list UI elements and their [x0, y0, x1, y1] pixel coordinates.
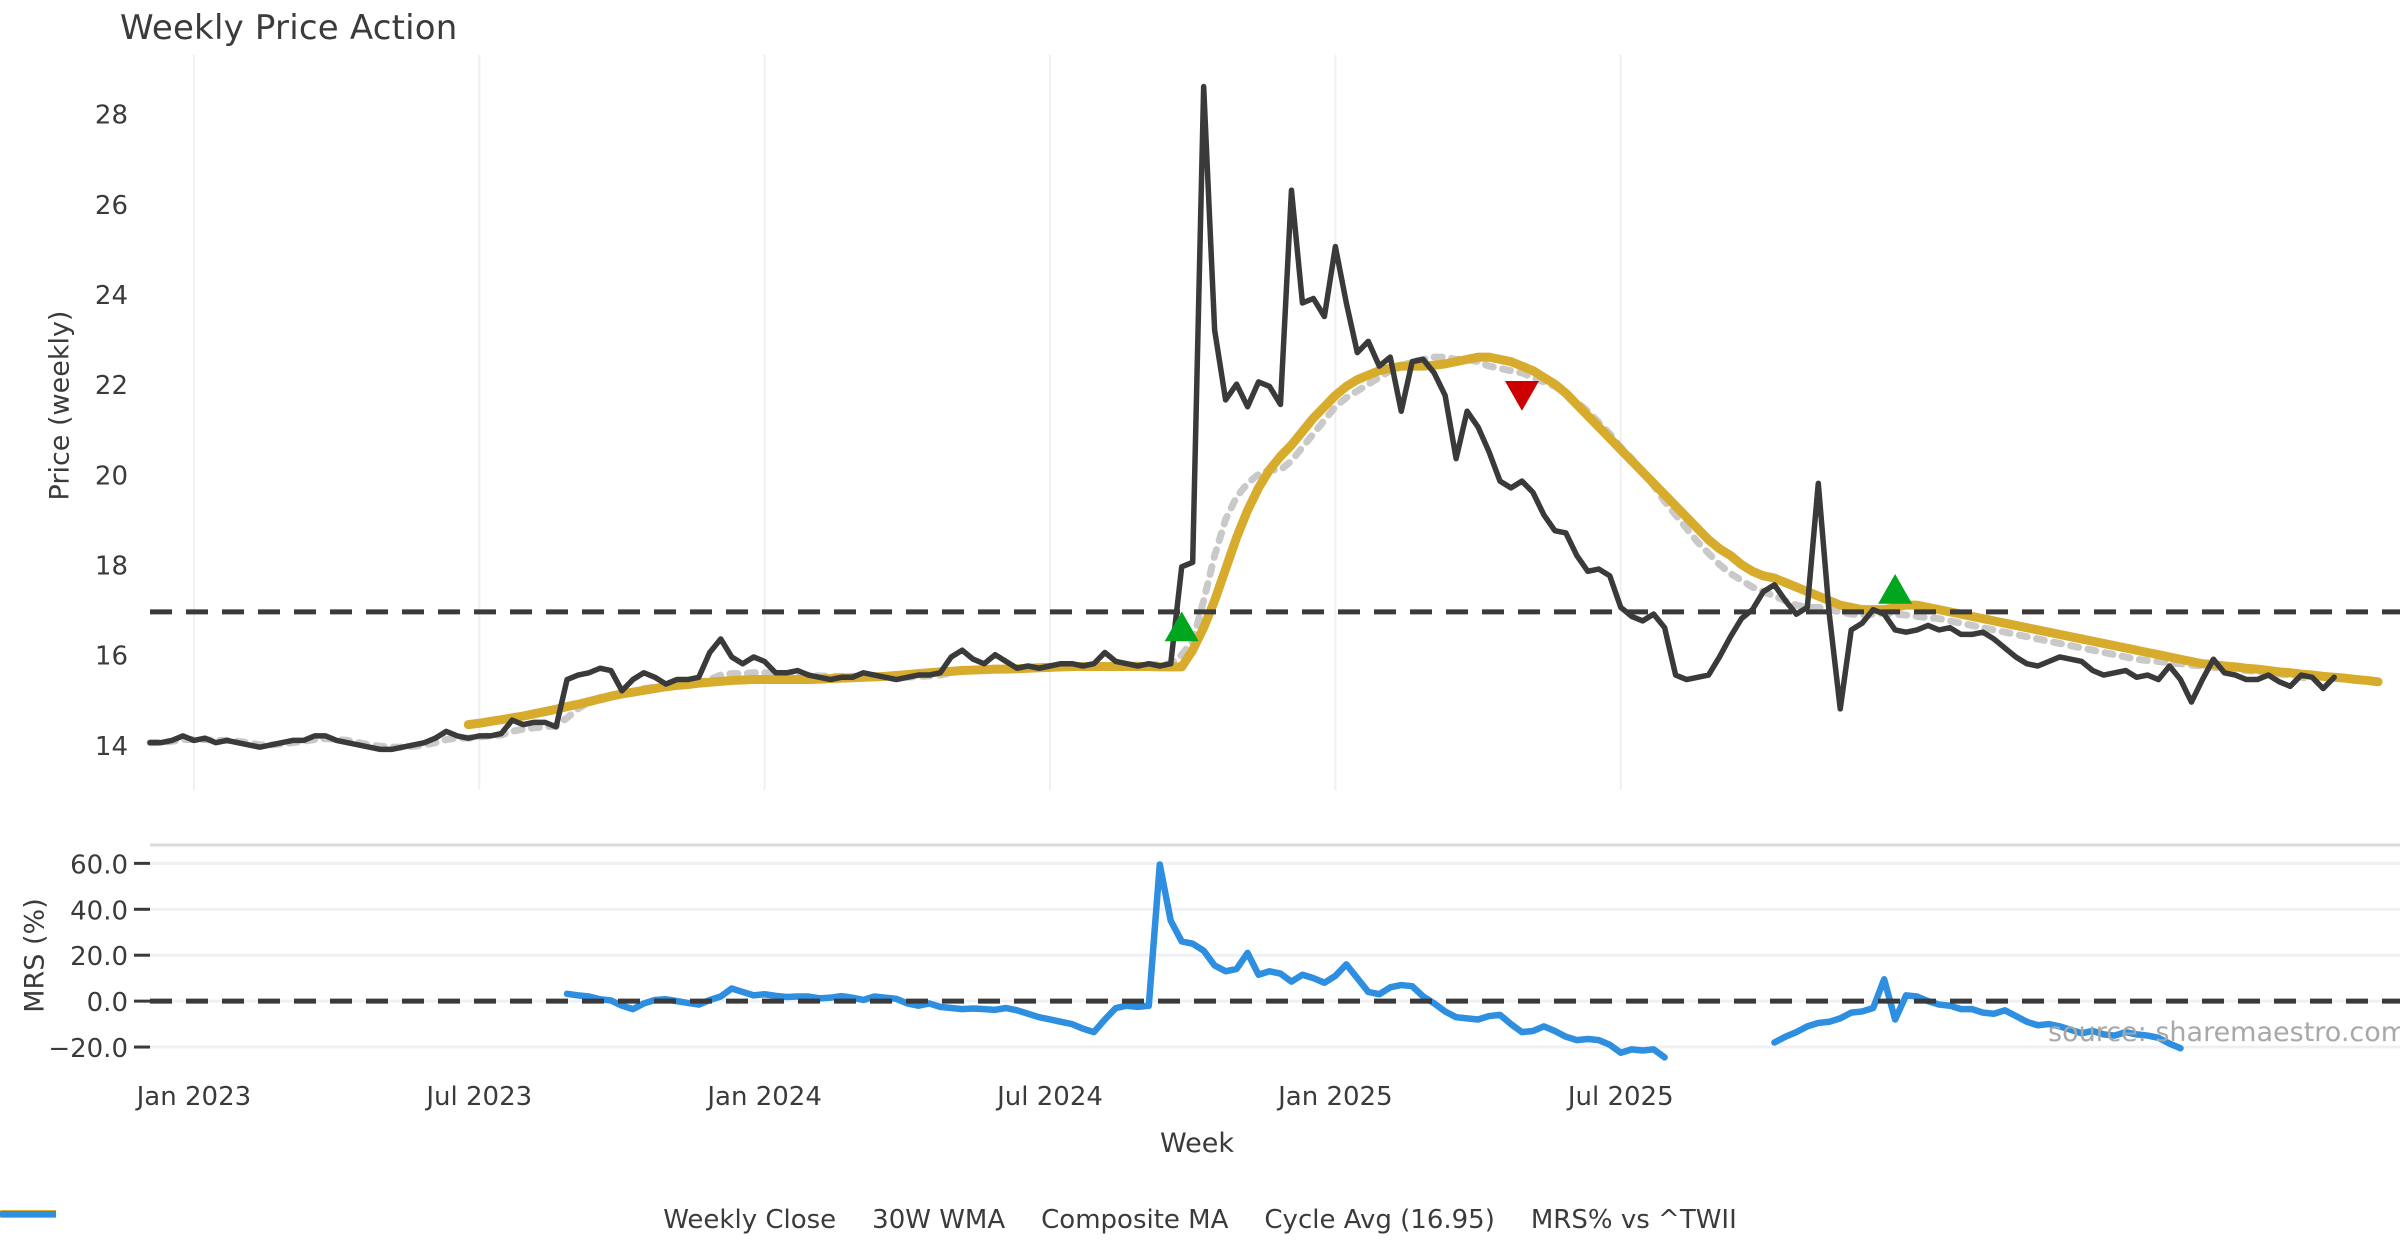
- mrs-ytick-0: −20.0: [48, 1034, 128, 1064]
- price-ytick-6: 26: [95, 191, 128, 221]
- price-ytick-5: 24: [95, 281, 128, 311]
- source-watermark: source: sharemaestro.com: [2048, 1017, 2400, 1048]
- buy-marker-2[interactable]: [1878, 574, 1913, 604]
- chart-legend: Weekly Close 30W WMA Composite MA Cycle Avg…: [0, 1205, 2400, 1235]
- price-ytick-7: 28: [95, 101, 128, 131]
- price-ytick-4: 22: [95, 371, 128, 401]
- xtick-0: Jan 2023: [135, 1082, 252, 1112]
- axis-ticks: 14 16 18 20 22 24 26 28 −20.0 0.0 20.0 40.0 60.0 Jan …: [48, 101, 1673, 1112]
- mrs-ytick-2: 20.0: [70, 942, 128, 972]
- legend-label-4: MRS% vs ^TWII: [1530, 1205, 1737, 1235]
- price-ytick-0: 14: [95, 732, 128, 762]
- legend-entry-3[interactable]: Cycle Avg (16.95): [0, 1205, 1495, 1235]
- legend-entry-1[interactable]: 30W WMA: [0, 1205, 1006, 1235]
- xtick-1: Jul 2023: [424, 1082, 532, 1112]
- mrs-ytick-3: 40.0: [70, 896, 128, 926]
- xtick-2: Jan 2024: [705, 1082, 822, 1112]
- price-ytick-2: 18: [95, 552, 128, 582]
- page-title: Weekly Price Action: [120, 8, 458, 48]
- mrs-series-group: [563, 861, 2184, 1061]
- legend-label-2: Composite MA: [1041, 1205, 1229, 1235]
- series-mrs-segment-1: [1771, 976, 2184, 1052]
- xtick-5: Jul 2025: [1566, 1082, 1674, 1112]
- xtick-4: Jan 2025: [1276, 1082, 1393, 1112]
- signal-markers: [1164, 380, 1913, 642]
- series-weekly-close: [147, 83, 2337, 753]
- legend-entry-0[interactable]: Weekly Close: [0, 1205, 837, 1235]
- xtick-3: Jul 2024: [995, 1082, 1103, 1112]
- sell-marker-1[interactable]: [1504, 380, 1539, 411]
- series-30w-wma: [463, 352, 2383, 730]
- legend-entry-4[interactable]: MRS% vs ^TWII: [0, 1205, 1737, 1235]
- gridlines: [150, 55, 2400, 1049]
- price-series-group: [146, 83, 2383, 753]
- x-axis-label: Week: [1160, 1128, 1234, 1159]
- legend-entry-2[interactable]: Composite MA: [0, 1205, 1229, 1235]
- series-composite-ma: [146, 353, 2316, 751]
- legend-label-3: Cycle Avg (16.95): [1264, 1205, 1495, 1235]
- price-ytick-3: 20: [95, 461, 128, 491]
- price-ytick-1: 16: [95, 642, 128, 672]
- legend-label-1: 30W WMA: [872, 1205, 1006, 1235]
- legend-swatch-4: [0, 1211, 56, 1217]
- buy-marker-0[interactable]: [1164, 611, 1199, 642]
- series-mrs-segment-0: [563, 861, 1668, 1061]
- legend-label-0: Weekly Close: [663, 1205, 837, 1235]
- mrs-ytick-1: 0.0: [87, 988, 128, 1018]
- mrs-ytick-4: 60.0: [70, 850, 128, 880]
